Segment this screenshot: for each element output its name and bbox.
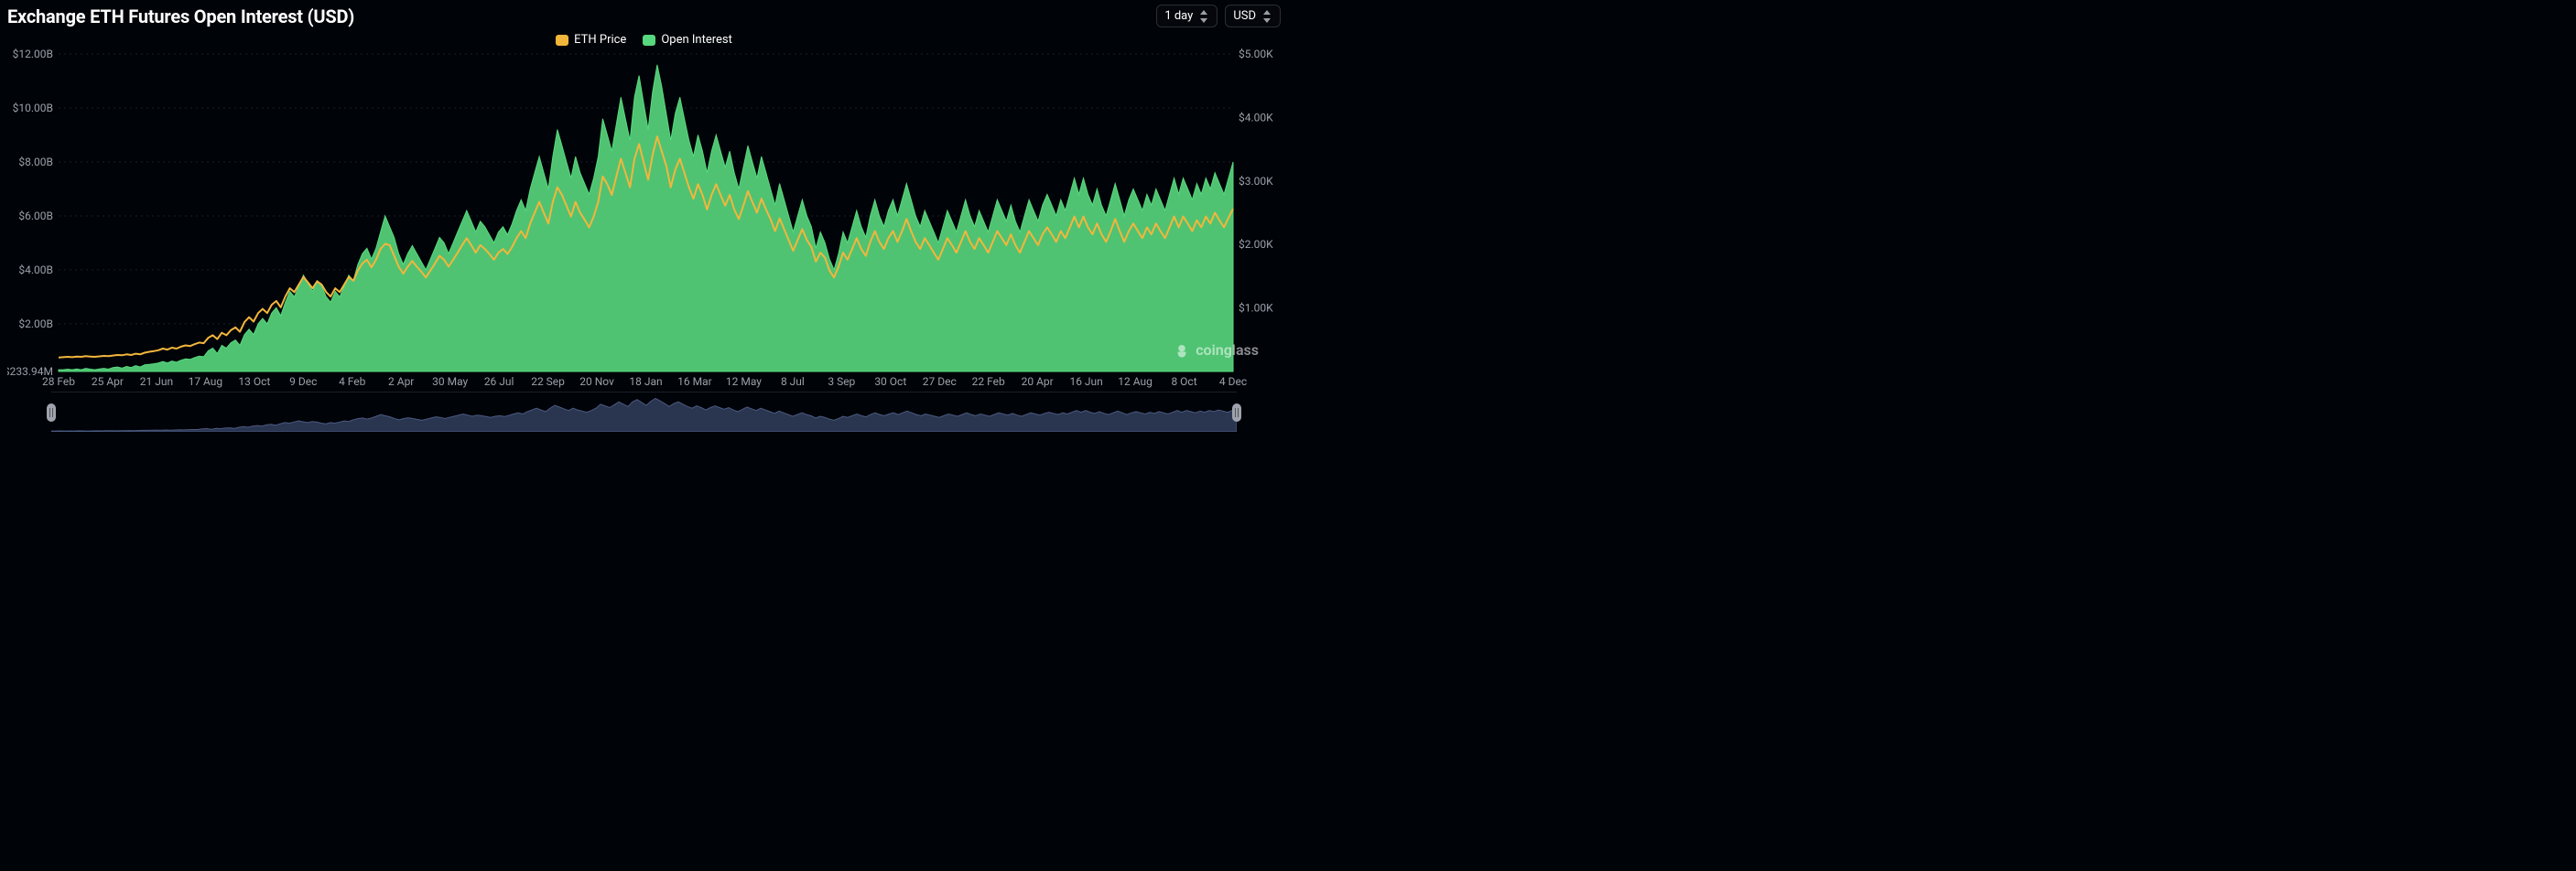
svg-text:$1.00K: $1.00K: [1239, 302, 1273, 315]
currency-label: USD: [1233, 9, 1256, 23]
currency-selector[interactable]: USD: [1225, 5, 1281, 27]
svg-text:28 Feb: 28 Feb: [42, 375, 75, 388]
svg-text:13 Oct: 13 Oct: [238, 375, 270, 388]
svg-text:9 Dec: 9 Dec: [289, 375, 317, 388]
svg-text:17 Aug: 17 Aug: [189, 375, 223, 388]
svg-text:30 Oct: 30 Oct: [874, 375, 906, 388]
navigator-handle-right[interactable]: [1232, 403, 1241, 422]
svg-text:4 Feb: 4 Feb: [339, 375, 366, 388]
svg-text:8 Oct: 8 Oct: [1171, 375, 1196, 388]
chart-navigator[interactable]: [51, 392, 1237, 432]
svg-text:$2.00K: $2.00K: [1239, 238, 1273, 251]
legend-label: Open Interest: [661, 33, 732, 47]
svg-text:21 Jun: 21 Jun: [140, 375, 173, 388]
svg-text:12 Aug: 12 Aug: [1118, 375, 1153, 388]
navigator-handle-left[interactable]: [47, 403, 56, 422]
svg-text:2 Apr: 2 Apr: [388, 375, 414, 388]
svg-text:$10.00B: $10.00B: [13, 102, 53, 114]
svg-text:8 Jul: 8 Jul: [781, 375, 805, 388]
main-chart-svg: $233.94M$2.00B$4.00B$6.00B$8.00B$10.00B$…: [7, 48, 1281, 390]
chart-legend: ETH Price Open Interest: [7, 33, 1281, 47]
chart-title: Exchange ETH Futures Open Interest (USD): [7, 5, 354, 27]
chart-controls: 1 day USD: [1156, 5, 1281, 27]
svg-text:$3.00K: $3.00K: [1239, 175, 1273, 188]
svg-text:16 Mar: 16 Mar: [677, 375, 712, 388]
svg-text:18 Jan: 18 Jan: [629, 375, 662, 388]
svg-text:27 Dec: 27 Dec: [923, 375, 957, 388]
legend-label: ETH Price: [574, 33, 626, 47]
svg-text:20 Nov: 20 Nov: [579, 375, 614, 388]
svg-text:26 Jul: 26 Jul: [484, 375, 514, 388]
svg-text:$12.00B: $12.00B: [13, 48, 53, 60]
svg-text:$8.00B: $8.00B: [18, 156, 53, 168]
chart-plot-area[interactable]: $233.94M$2.00B$4.00B$6.00B$8.00B$10.00B$…: [7, 48, 1281, 390]
svg-text:16 Jun: 16 Jun: [1069, 375, 1102, 388]
chart-header: Exchange ETH Futures Open Interest (USD)…: [7, 5, 1281, 27]
svg-text:22 Feb: 22 Feb: [972, 375, 1005, 388]
interval-label: 1 day: [1164, 9, 1193, 23]
svg-text:30 May: 30 May: [432, 375, 468, 388]
svg-text:$2.00B: $2.00B: [18, 317, 53, 330]
legend-swatch: [556, 35, 568, 46]
svg-text:$4.00B: $4.00B: [18, 263, 53, 276]
legend-item-oi[interactable]: Open Interest: [643, 33, 732, 47]
navigator-svg: [51, 392, 1237, 432]
legend-item-price[interactable]: ETH Price: [556, 33, 626, 47]
svg-text:4 Dec: 4 Dec: [1219, 375, 1247, 388]
svg-text:$5.00K: $5.00K: [1239, 48, 1273, 60]
svg-text:3 Sep: 3 Sep: [828, 375, 855, 388]
legend-swatch: [643, 35, 655, 46]
svg-text:12 May: 12 May: [726, 375, 762, 388]
svg-text:$4.00K: $4.00K: [1239, 111, 1273, 124]
svg-text:20 Apr: 20 Apr: [1022, 375, 1054, 388]
sort-icon: [1261, 10, 1272, 23]
interval-selector[interactable]: 1 day: [1156, 5, 1218, 27]
svg-text:25 Apr: 25 Apr: [92, 375, 124, 388]
svg-text:22 Sep: 22 Sep: [531, 375, 565, 388]
svg-text:$6.00B: $6.00B: [18, 210, 53, 222]
sort-icon: [1198, 10, 1209, 23]
